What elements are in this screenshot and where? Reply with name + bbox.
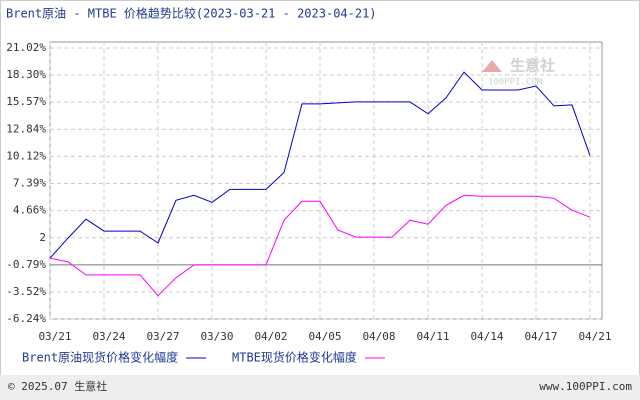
- y-tick-label: 15.57%: [6, 95, 46, 108]
- y-tick-label: 2: [39, 231, 46, 244]
- y-tick-label: 18.30%: [6, 68, 46, 81]
- x-tick-label: 04/08: [362, 330, 395, 343]
- x-tick-label: 03/21: [38, 330, 71, 343]
- y-tick-label: -3.52%: [6, 285, 46, 298]
- watermark-icon: [482, 60, 502, 72]
- x-tick-label: 04/17: [524, 330, 557, 343]
- y-tick-label: -6.24%: [6, 312, 46, 325]
- x-tick-label: 03/24: [92, 330, 125, 343]
- y-tick-label: 4.66%: [13, 204, 46, 217]
- y-tick-label: 7.39%: [13, 177, 46, 190]
- x-tick-label: 03/27: [146, 330, 179, 343]
- y-tick-label: -0.79%: [6, 258, 46, 271]
- series-line: [49, 71, 591, 259]
- watermark-site: 100PPI.COM: [488, 78, 543, 88]
- y-tick-label: 21.02%: [6, 41, 46, 54]
- y-tick-label: 10.12%: [6, 149, 46, 162]
- x-tick-label: 04/11: [416, 330, 449, 343]
- legend-label: Brent原油现货价格变化幅度: [22, 350, 178, 365]
- x-tick-label: 04/21: [578, 330, 611, 343]
- series-line: [49, 194, 591, 297]
- y-tick-label: 12.84%: [6, 122, 46, 135]
- watermark: 生意社 100PPI.COM: [482, 57, 555, 88]
- legend-label: MTBE现货价格变化幅度: [232, 350, 357, 365]
- footer-site: www.100PPI.com: [539, 380, 632, 393]
- footer-copyright: © 2025.07 生意社: [8, 379, 107, 393]
- chart-title: Brent原油 - MTBE 价格趋势比较(2023-03-21 - 2023-…: [6, 6, 377, 21]
- x-tick-label: 04/02: [254, 330, 287, 343]
- x-tick-label: 03/30: [200, 330, 233, 343]
- watermark-name: 生意社: [510, 57, 555, 75]
- x-tick-label: 04/05: [308, 330, 341, 343]
- footer-bar: [0, 375, 640, 400]
- x-tick-label: 04/14: [470, 330, 503, 343]
